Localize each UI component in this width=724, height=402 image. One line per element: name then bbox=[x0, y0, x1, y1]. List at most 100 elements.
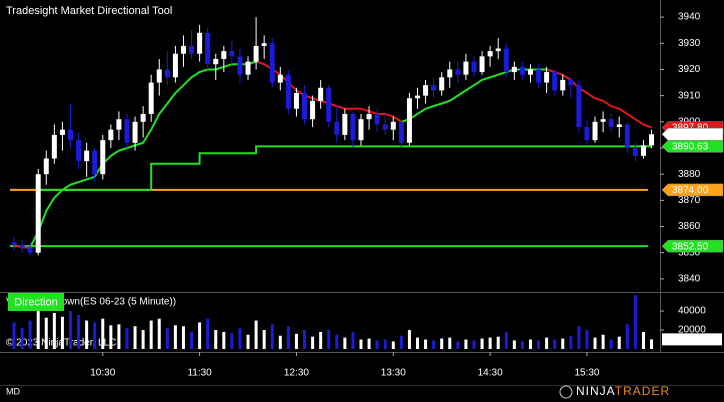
brand-part: TRADER bbox=[615, 384, 670, 398]
candle-body bbox=[197, 32, 203, 54]
candle-body bbox=[132, 121, 138, 143]
candle-body bbox=[406, 98, 412, 143]
x-tick-label: 15:30 bbox=[574, 368, 599, 379]
y-tick-label: 3880 bbox=[678, 169, 701, 180]
x-tick-label: 10:30 bbox=[90, 368, 115, 379]
volume-bar bbox=[391, 341, 395, 349]
candle-body bbox=[213, 58, 219, 65]
volume-bar bbox=[424, 339, 428, 349]
candle-body bbox=[495, 48, 501, 52]
candle-body bbox=[124, 119, 130, 143]
candle-body bbox=[205, 32, 211, 65]
x-tick-label: 14:30 bbox=[478, 368, 503, 379]
candle-body bbox=[576, 85, 582, 128]
candle-body bbox=[156, 69, 162, 83]
y-tick-label: 3850 bbox=[678, 247, 701, 258]
price-flag bbox=[661, 239, 724, 253]
volume-bar bbox=[593, 337, 597, 349]
brand-logo bbox=[559, 385, 573, 399]
candle-body bbox=[310, 100, 316, 120]
candle-body bbox=[455, 69, 461, 75]
volume-bar bbox=[343, 337, 347, 349]
volume-bar bbox=[12, 322, 16, 349]
support-line bbox=[38, 145, 652, 191]
volume-bar bbox=[214, 330, 218, 349]
candle-body bbox=[423, 85, 429, 96]
candle-body bbox=[503, 48, 509, 73]
volume-bar bbox=[537, 340, 541, 349]
candle-body bbox=[632, 148, 638, 156]
candle-body bbox=[35, 174, 41, 253]
candle-body bbox=[172, 53, 178, 78]
brand-name: NINJATRADER bbox=[576, 384, 670, 398]
y-tick-label: 3840 bbox=[678, 274, 701, 285]
volume-bar bbox=[367, 338, 371, 349]
candle-body bbox=[471, 61, 477, 73]
volume-bar bbox=[601, 334, 605, 349]
volume-title: Volume up down(ES 06-23 (5 Minute)) bbox=[6, 297, 176, 308]
volume-bar bbox=[311, 336, 315, 349]
volume-bar bbox=[44, 317, 48, 349]
x-tick-label: 11:30 bbox=[187, 368, 212, 379]
volume-bar bbox=[93, 322, 97, 349]
candle-body bbox=[624, 124, 630, 148]
volume-bar bbox=[181, 326, 185, 349]
candle-body bbox=[302, 93, 308, 120]
volume-bar bbox=[432, 340, 436, 349]
candle-body bbox=[479, 56, 485, 73]
candle-body bbox=[253, 45, 259, 62]
candle-body bbox=[463, 61, 469, 75]
volume-bar bbox=[633, 294, 637, 349]
volume-bar bbox=[617, 336, 621, 349]
candle-body bbox=[366, 113, 372, 120]
volume-bar bbox=[496, 336, 500, 349]
volume-bar bbox=[286, 326, 290, 349]
y-tick-label: 40000 bbox=[678, 306, 706, 317]
direction-button[interactable] bbox=[8, 293, 64, 311]
volume-flag bbox=[662, 333, 722, 346]
chart-title: Tradesight Market Directional Tool bbox=[6, 5, 172, 17]
candle-body bbox=[382, 124, 388, 130]
candle-body bbox=[67, 129, 73, 141]
candle-body bbox=[245, 61, 251, 75]
y-tick-label: 20000 bbox=[678, 325, 706, 336]
price-flag-label: 3890.63 bbox=[672, 141, 709, 152]
candle-body bbox=[608, 119, 614, 128]
candle-body bbox=[398, 121, 404, 143]
volume-bar bbox=[553, 339, 557, 349]
volume-bar bbox=[52, 312, 56, 349]
volume-bar bbox=[512, 340, 516, 349]
price-flag-label: 3852.50 bbox=[672, 241, 709, 252]
candle-body bbox=[100, 140, 106, 175]
footer: MD bbox=[6, 386, 20, 396]
candle-body bbox=[285, 74, 291, 109]
volume-bar bbox=[440, 338, 444, 349]
y-tick-label: 3860 bbox=[678, 221, 701, 232]
volume-bar bbox=[230, 332, 234, 349]
candle-body bbox=[334, 121, 340, 135]
candle-body bbox=[92, 150, 98, 175]
volume-bar bbox=[28, 320, 32, 349]
volume-bar bbox=[77, 314, 81, 349]
price-flag bbox=[661, 128, 724, 141]
volume-bar bbox=[585, 330, 589, 349]
candle-body bbox=[640, 145, 646, 156]
candle-body bbox=[584, 127, 590, 141]
candle-body bbox=[84, 150, 90, 162]
volume-bar bbox=[222, 331, 226, 349]
direction-label: Direction bbox=[14, 296, 57, 308]
volume-bar bbox=[569, 335, 573, 349]
volume-bar bbox=[20, 328, 24, 349]
price-flag bbox=[661, 183, 724, 197]
candle-body bbox=[27, 247, 33, 253]
candle-body bbox=[560, 79, 566, 91]
volume-bar bbox=[109, 325, 113, 349]
candle-body bbox=[277, 74, 283, 83]
x-tick-label: 12:30 bbox=[284, 368, 309, 379]
volume-bar bbox=[464, 339, 468, 349]
volume-bar bbox=[173, 325, 177, 349]
volume-bar bbox=[399, 335, 403, 349]
candle-body bbox=[326, 87, 332, 122]
candle-body bbox=[189, 45, 195, 54]
volume-bar bbox=[561, 338, 565, 349]
